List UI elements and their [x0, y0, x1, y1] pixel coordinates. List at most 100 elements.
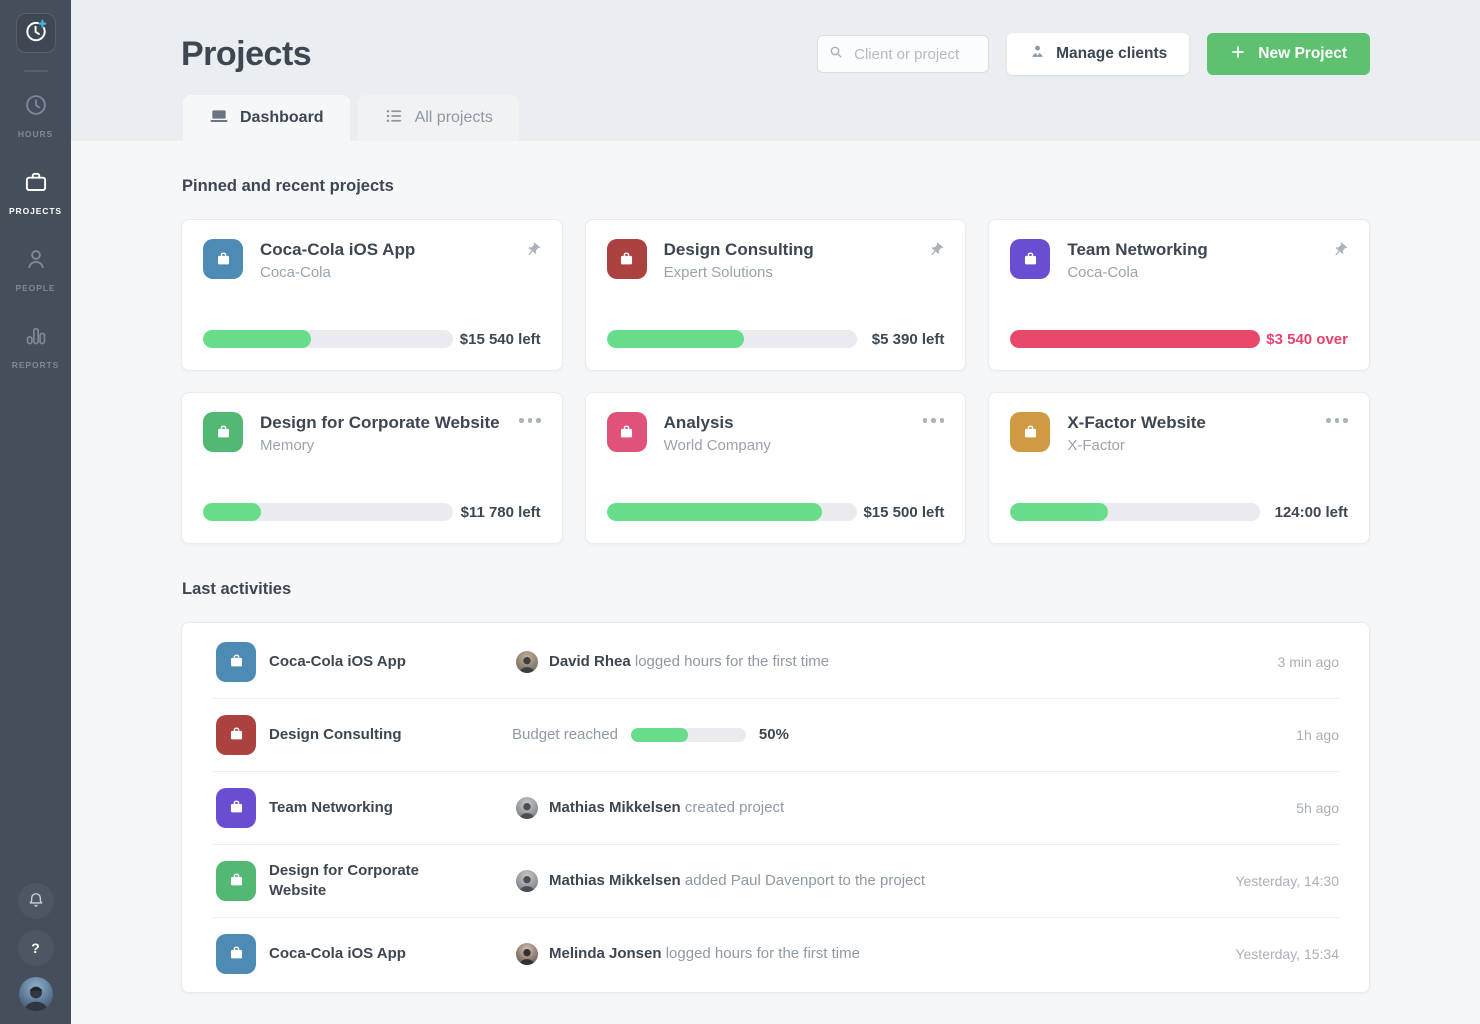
budget-progress-fill [606, 503, 822, 521]
activity-time: 5h ago [1296, 799, 1339, 816]
project-tile-icon [216, 714, 256, 755]
activity-row[interactable]: Team Networking Mathias Mikkelsen create… [182, 771, 1369, 844]
project-tile-icon [1010, 239, 1051, 279]
clock-icon [23, 92, 49, 123]
tab-all-projects[interactable]: All projects [357, 95, 519, 141]
manage-clients-button[interactable]: Manage clients [1007, 33, 1190, 75]
project-client: Coca-Cola [260, 264, 331, 282]
help-button[interactable]: ? [17, 930, 54, 966]
briefcase-icon [23, 169, 49, 200]
list-icon [384, 106, 404, 131]
person-icon [1029, 43, 1046, 65]
question-mark-icon: ? [31, 940, 40, 956]
activity-text: Mathias Mikkelsen created project [549, 799, 784, 816]
project-tile-icon [1010, 412, 1051, 452]
budget-percent: 50% [758, 726, 789, 743]
activity-row[interactable]: Coca-Cola iOS App Melinda Jonsen logged … [182, 917, 1369, 990]
actor-avatar [516, 869, 538, 892]
search-box [817, 35, 990, 73]
sidebar-item-label: PEOPLE [15, 283, 56, 293]
briefcase-icon [621, 425, 633, 437]
card-menu-ellipsis-icon[interactable] [519, 412, 541, 423]
project-card[interactable]: Design Consulting Expert Solutions [584, 219, 967, 371]
project-card[interactable]: Analysis World Company $15 500 left [584, 392, 967, 544]
project-tile-icon [216, 933, 256, 974]
project-client: X-Factor [1067, 437, 1125, 455]
project-title: Design Consulting [663, 240, 814, 259]
sidebar-item-reports[interactable]: REPORTS [0, 315, 71, 378]
card-menu-ellipsis-icon[interactable] [1326, 412, 1348, 423]
sidebar-item-label: PROJECTS [8, 206, 63, 216]
budget-status: $15 500 left [863, 503, 945, 521]
actor-avatar [516, 942, 538, 965]
sidebar-item-label: HOURS [17, 129, 54, 139]
project-card[interactable]: Coca-Cola iOS App Coca-Cola [181, 219, 563, 371]
actor-avatar [516, 796, 538, 819]
project-client: Memory [260, 437, 315, 455]
sidebar-item-people[interactable]: PEOPLE [0, 238, 71, 301]
activity-text: David Rhea logged hours for the first ti… [549, 653, 829, 670]
app-logo[interactable] [15, 13, 56, 53]
budget-progress-track [203, 503, 453, 521]
sidebar-item-label: REPORTS [11, 360, 60, 370]
sidebar-item-projects[interactable]: PROJECTS [0, 161, 71, 224]
project-tile-icon [606, 412, 647, 452]
budget-progress-track [1010, 330, 1261, 348]
pin-icon[interactable] [525, 239, 541, 263]
new-project-button[interactable]: New Project [1207, 33, 1370, 75]
budget-status: $11 780 left [460, 503, 541, 521]
actor-name: Mathias Mikkelsen [549, 872, 681, 889]
activity-row[interactable]: Design Consulting Budget reached 50% 1h … [182, 698, 1369, 771]
card-menu-ellipsis-icon[interactable] [922, 412, 945, 423]
activity-action: logged hours for the first time [665, 945, 860, 962]
main-area: Projects [71, 0, 1480, 1024]
plus-icon [1230, 44, 1246, 65]
budget-progress-fill [1010, 503, 1108, 521]
briefcase-icon [230, 800, 242, 813]
briefcase-icon [230, 873, 242, 886]
budget-progress-fill [606, 330, 745, 348]
notifications-button[interactable] [17, 883, 54, 919]
project-tile-icon [203, 412, 243, 452]
pin-icon[interactable] [1332, 239, 1348, 263]
briefcase-icon [1024, 252, 1036, 264]
actor-name: Melinda Jonsen [549, 945, 662, 962]
project-card[interactable]: X-Factor Website X-Factor 124:00 left [988, 392, 1370, 544]
activity-project-name: Coca-Cola iOS App [269, 652, 406, 670]
budget-progress-track [606, 503, 857, 521]
tab-dashboard[interactable]: Dashboard [183, 95, 350, 141]
project-tile-icon [216, 860, 256, 901]
budget-status: $15 540 left [459, 330, 541, 348]
briefcase-icon [217, 252, 229, 264]
project-card[interactable]: Design for Corporate Website Memory $11 … [181, 392, 563, 544]
sidebar-item-hours[interactable]: HOURS [0, 84, 71, 147]
activity-project-name: Design Consulting [269, 725, 402, 743]
tab-label: All projects [414, 109, 493, 126]
project-tile-icon [606, 239, 647, 279]
actor-avatar [516, 650, 538, 673]
person-icon [23, 246, 49, 277]
user-avatar[interactable] [18, 977, 53, 1011]
actor-name: Mathias Mikkelsen [549, 799, 681, 816]
budget-status: 124:00 left [1274, 503, 1348, 521]
briefcase-icon [230, 727, 242, 740]
budget-reached-label: Budget reached [512, 726, 618, 743]
search-input[interactable] [852, 44, 979, 64]
sidebar: HOURS PROJECTS PEOPLE [0, 0, 71, 1024]
header-actions: Manage clients New Project [817, 33, 1370, 75]
activities-panel: Coca-Cola iOS App David Rhea logged hour… [181, 622, 1370, 993]
tab-bar: Dashboard All projects [183, 95, 519, 141]
activity-project-name: Design for Corporate Website [269, 862, 420, 899]
pin-icon[interactable] [928, 239, 944, 263]
budget-status: $5 390 left [871, 330, 945, 348]
page-title: Projects [181, 34, 312, 73]
project-tile-icon [216, 641, 256, 682]
project-title: Analysis [663, 413, 734, 432]
activity-row[interactable]: Coca-Cola iOS App David Rhea logged hour… [182, 625, 1369, 698]
briefcase-icon [217, 425, 229, 437]
project-card[interactable]: Team Networking Coca-Cola [988, 219, 1370, 371]
activity-row[interactable]: Design for Corporate Website Mathias Mik… [182, 844, 1369, 917]
search-icon [828, 44, 844, 65]
project-title: Design for Corporate Website [260, 413, 500, 432]
new-project-label: New Project [1258, 45, 1347, 62]
